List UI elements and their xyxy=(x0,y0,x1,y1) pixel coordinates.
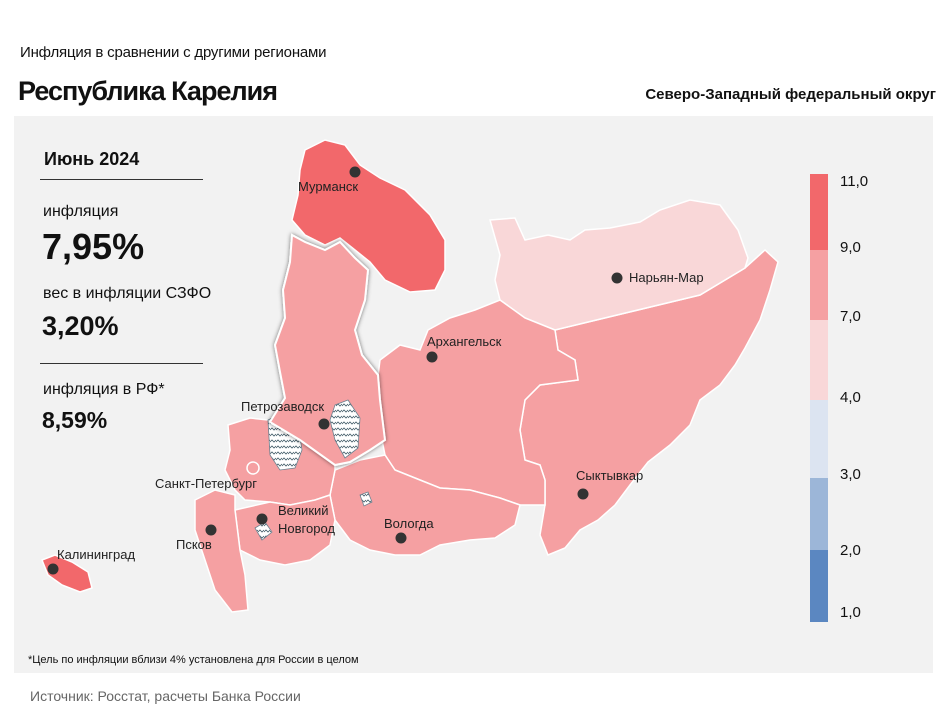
city-label-spb: Санкт-Петербург xyxy=(155,476,257,491)
city-dot xyxy=(577,488,589,500)
city-dot xyxy=(318,418,330,430)
city-dot xyxy=(611,272,623,284)
city-dot xyxy=(47,563,59,575)
legend-label: 7,0 xyxy=(840,308,861,325)
legend-swatch xyxy=(810,478,828,550)
legend-label: 2,0 xyxy=(840,542,861,559)
region-novgorod xyxy=(234,494,336,566)
legend-swatch xyxy=(810,400,828,478)
city-label-vologda: Вологда xyxy=(384,516,434,531)
divider xyxy=(40,179,203,180)
lake-onega xyxy=(329,399,361,459)
info-panel: Июнь 2024 инфляция 7,95% вес в инфляции … xyxy=(14,116,274,436)
rf-inflation-value: 8,59% xyxy=(42,407,108,433)
city-label-novgorod-1: Великий xyxy=(278,503,329,518)
spb-marker xyxy=(246,461,260,475)
weight-label: вес в инфляции СЗФО xyxy=(43,285,212,302)
region-pskov xyxy=(194,489,249,613)
district-name: Северо-Западный федеральный округ xyxy=(645,86,936,103)
chart-subtitle: Инфляция в сравнении с другими регионами xyxy=(20,44,327,61)
legend-label: 9,0 xyxy=(840,239,861,256)
period-label: Июнь 2024 xyxy=(44,149,140,169)
weight-value: 3,20% xyxy=(42,311,119,341)
city-label-petrozavodsk: Петрозаводск xyxy=(241,399,324,414)
divider xyxy=(40,363,203,364)
legend-swatch xyxy=(810,550,828,622)
city-label-arkhangelsk: Архангельск xyxy=(427,334,502,349)
region-title: Республика Карелия xyxy=(18,76,278,106)
legend-label: 11,0 xyxy=(840,173,869,190)
source-note: Источник: Росстат, расчеты Банка России xyxy=(30,688,301,704)
lake-beloye xyxy=(359,491,373,507)
city-dot xyxy=(395,532,407,544)
legend-label: 4,0 xyxy=(840,389,861,406)
city-label-novgorod-2: Новгород xyxy=(278,521,335,536)
footnote: *Цель по инфляции вблизи 4% установлена … xyxy=(28,654,359,666)
legend-swatch xyxy=(810,250,828,320)
legend-swatch xyxy=(810,174,828,250)
city-dot xyxy=(205,524,217,536)
region-murmansk xyxy=(291,139,446,293)
inflation-value: 7,95% xyxy=(42,226,145,267)
legend-swatch xyxy=(810,320,828,400)
city-label-pskov: Псков xyxy=(176,537,212,552)
region-vologda xyxy=(329,454,521,556)
rf-inflation-label: инфляция в РФ* xyxy=(43,381,165,398)
city-dot xyxy=(426,351,438,363)
region-karelia xyxy=(268,233,387,467)
inflation-label: инфляция xyxy=(43,203,119,220)
city-label-syktyvkar: Сыктывкар xyxy=(576,468,643,483)
city-label-naryan-mar: Нарьян-Мар xyxy=(629,270,704,285)
city-dot xyxy=(256,513,268,525)
legend-label: 3,0 xyxy=(840,466,861,483)
legend-label: 1,0 xyxy=(840,604,861,621)
city-label-kaliningrad: Калининград xyxy=(57,547,135,562)
city-dot xyxy=(349,166,361,178)
city-label-murmansk: Мурманск xyxy=(298,179,358,194)
